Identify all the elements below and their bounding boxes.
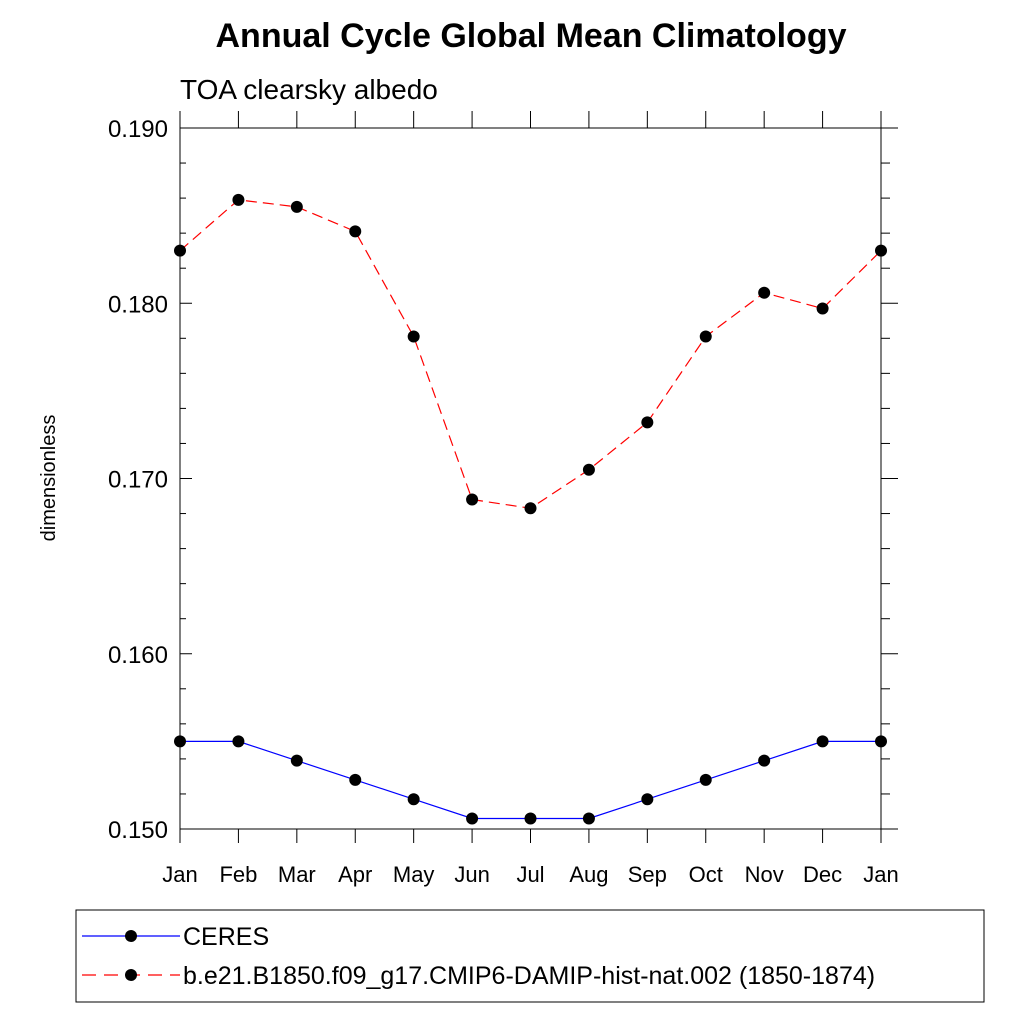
- x-tick-label: Dec: [803, 862, 842, 887]
- x-tick-label: Aug: [569, 862, 608, 887]
- y-tick-label: 0.180: [108, 291, 168, 318]
- x-tick-label: Jan: [162, 862, 197, 887]
- series-1-point: [758, 754, 771, 767]
- x-tick-label: Jul: [516, 862, 544, 887]
- series-1-point: [524, 812, 537, 825]
- x-tick-label: May: [393, 862, 435, 887]
- legend-label-2: b.e21.B1850.f09_g17.CMIP6-DAMIP-hist-nat…: [183, 962, 875, 990]
- series-1-point: [349, 773, 362, 786]
- series-2-point: [699, 330, 712, 343]
- x-tick-label: Jan: [863, 862, 898, 887]
- series-line-1: [180, 740, 881, 820]
- y-tick-label: 0.170: [108, 467, 168, 494]
- y-tick-label: 0.150: [108, 817, 168, 844]
- plot-area: 0.150 0.160 0.170 0.180 0.190 Jan Feb Mar Apr May…: [108, 111, 899, 887]
- series-2-point: [758, 286, 771, 299]
- series-1-point: [875, 735, 887, 748]
- series-1-point: [174, 735, 186, 748]
- series-1-point: [641, 793, 654, 806]
- legend-marker-2: [125, 969, 137, 981]
- series-2-point: [524, 502, 537, 515]
- series-line-2: [179, 199, 882, 509]
- series-2-point: [407, 330, 420, 343]
- series-1-point: [699, 773, 712, 786]
- x-tick-label: Jun: [454, 862, 489, 887]
- series-2-point: [466, 493, 479, 506]
- x-tick-label: Sep: [628, 862, 667, 887]
- series-1-point: [466, 812, 479, 825]
- series-2-point: [174, 244, 186, 257]
- series-2-point: [582, 463, 595, 476]
- series-2-point: [816, 302, 829, 315]
- y-axis-label: dimensionless: [38, 415, 60, 542]
- x-tick-label: Oct: [689, 862, 723, 887]
- chart-title: Annual Cycle Global Mean Climatology: [216, 17, 847, 55]
- chart-subtitle: TOA clearsky albedo: [180, 74, 438, 105]
- series-2-point: [349, 225, 362, 238]
- legend: CERES b.e21.B1850.f09_g17.CMIP6-DAMIP-his…: [82, 923, 875, 990]
- x-tick-label: Feb: [219, 862, 257, 887]
- x-tick-label: Nov: [745, 862, 784, 887]
- series-1-point: [232, 735, 245, 748]
- y-tick-label: 0.190: [108, 116, 168, 143]
- series-2-point: [641, 416, 654, 429]
- series-1-point: [582, 812, 595, 825]
- series-1-point: [407, 793, 420, 806]
- x-tick-label: Mar: [278, 862, 316, 887]
- series-2-point: [232, 193, 245, 206]
- series-2-point: [875, 244, 887, 257]
- legend-marker-1: [125, 930, 137, 942]
- series-1-point: [816, 735, 829, 748]
- y-tick-label: 0.160: [108, 642, 168, 669]
- legend-box: [75, 909, 985, 1003]
- x-tick-label: Apr: [338, 862, 372, 887]
- series-1-point: [290, 754, 303, 767]
- series-2-point: [290, 200, 303, 213]
- legend-label-1: CERES: [183, 923, 269, 951]
